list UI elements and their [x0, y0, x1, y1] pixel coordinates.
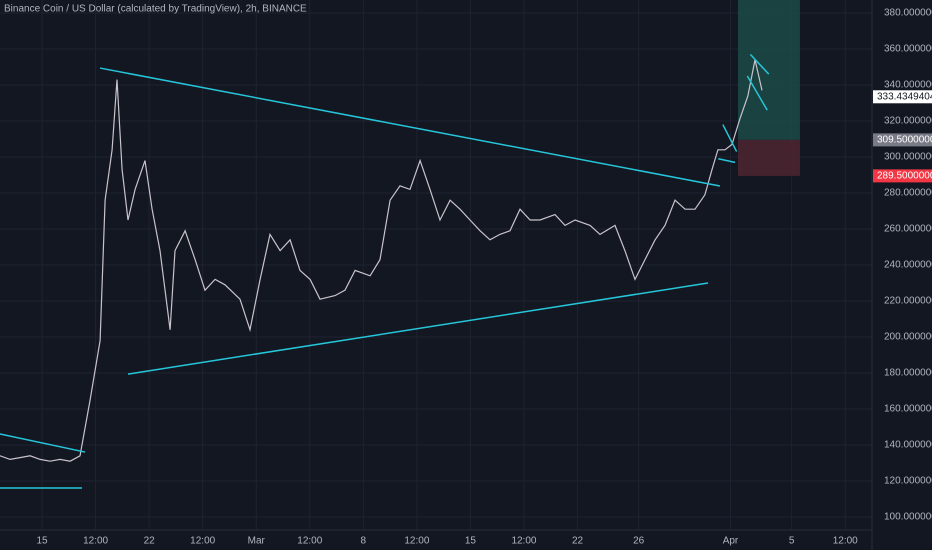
trendline [749, 53, 770, 75]
grid [0, 0, 872, 530]
trendline [718, 158, 736, 164]
position-loss [737, 139, 800, 176]
y-tick-label: 160.0000000 [884, 404, 932, 415]
y-tick-label: 220.0000000 [884, 296, 932, 307]
chart-title: Binance Coin / US Dollar (calculated by … [4, 4, 307, 15]
trendline [99, 67, 721, 187]
x-tick-label: 5 [789, 536, 795, 547]
x-tick-label: Apr [723, 536, 739, 547]
x-tick-label: 22 [144, 536, 156, 547]
y-tick-label: 120.0000000 [884, 476, 932, 487]
y-tick-label: 100.0000000 [884, 512, 932, 523]
x-tick-label: 15 [37, 536, 49, 547]
axes: 100.0000000 120.0000000 140.0000000 160.000… [37, 8, 932, 547]
price-line [0, 59, 763, 462]
x-tick-label: 26 [633, 536, 645, 547]
price-label-box [873, 90, 932, 104]
y-tick-label: 340.0000000 [884, 80, 932, 91]
x-tick-label: 22 [572, 536, 584, 547]
y-tick-label: 320.0000000 [884, 116, 932, 127]
y-tick-label: 280.0000000 [884, 188, 932, 199]
price-label: 309.5000000 [877, 135, 932, 146]
y-tick-label: 140.0000000 [884, 440, 932, 451]
x-tick-label: 12:00 [833, 536, 858, 547]
plot-area [0, 0, 800, 489]
x-tick-label: 15 [465, 536, 477, 547]
position-profit [737, 0, 800, 140]
trendline [746, 75, 768, 111]
price-label: 289.5000000 [877, 171, 932, 182]
x-tick-label: 12:00 [511, 536, 536, 547]
trendline [127, 282, 709, 375]
x-tick-label: 12:00 [404, 536, 429, 547]
x-tick-label: 12:00 [190, 536, 215, 547]
y-tick-label: 200.0000000 [884, 332, 932, 343]
y-tick-label: 240.0000000 [884, 260, 932, 271]
x-tick-label: 12:00 [83, 536, 108, 547]
y-tick-label: 360.0000000 [884, 44, 932, 55]
y-tick-label: 300.0000000 [884, 152, 932, 163]
trendline [722, 124, 738, 152]
x-tick-label: 8 [361, 536, 367, 547]
x-tick-label: Mar [248, 536, 266, 547]
price-label: 333.4349404 [877, 91, 932, 102]
y-tick-label: 380.0000000 [884, 8, 932, 19]
price-label-box [873, 133, 932, 147]
y-tick-label: 260.0000000 [884, 224, 932, 235]
price-label-box [873, 169, 932, 183]
trendline [0, 433, 86, 453]
x-tick-label: 12:00 [297, 536, 322, 547]
y-tick-label: 180.0000000 [884, 368, 932, 379]
